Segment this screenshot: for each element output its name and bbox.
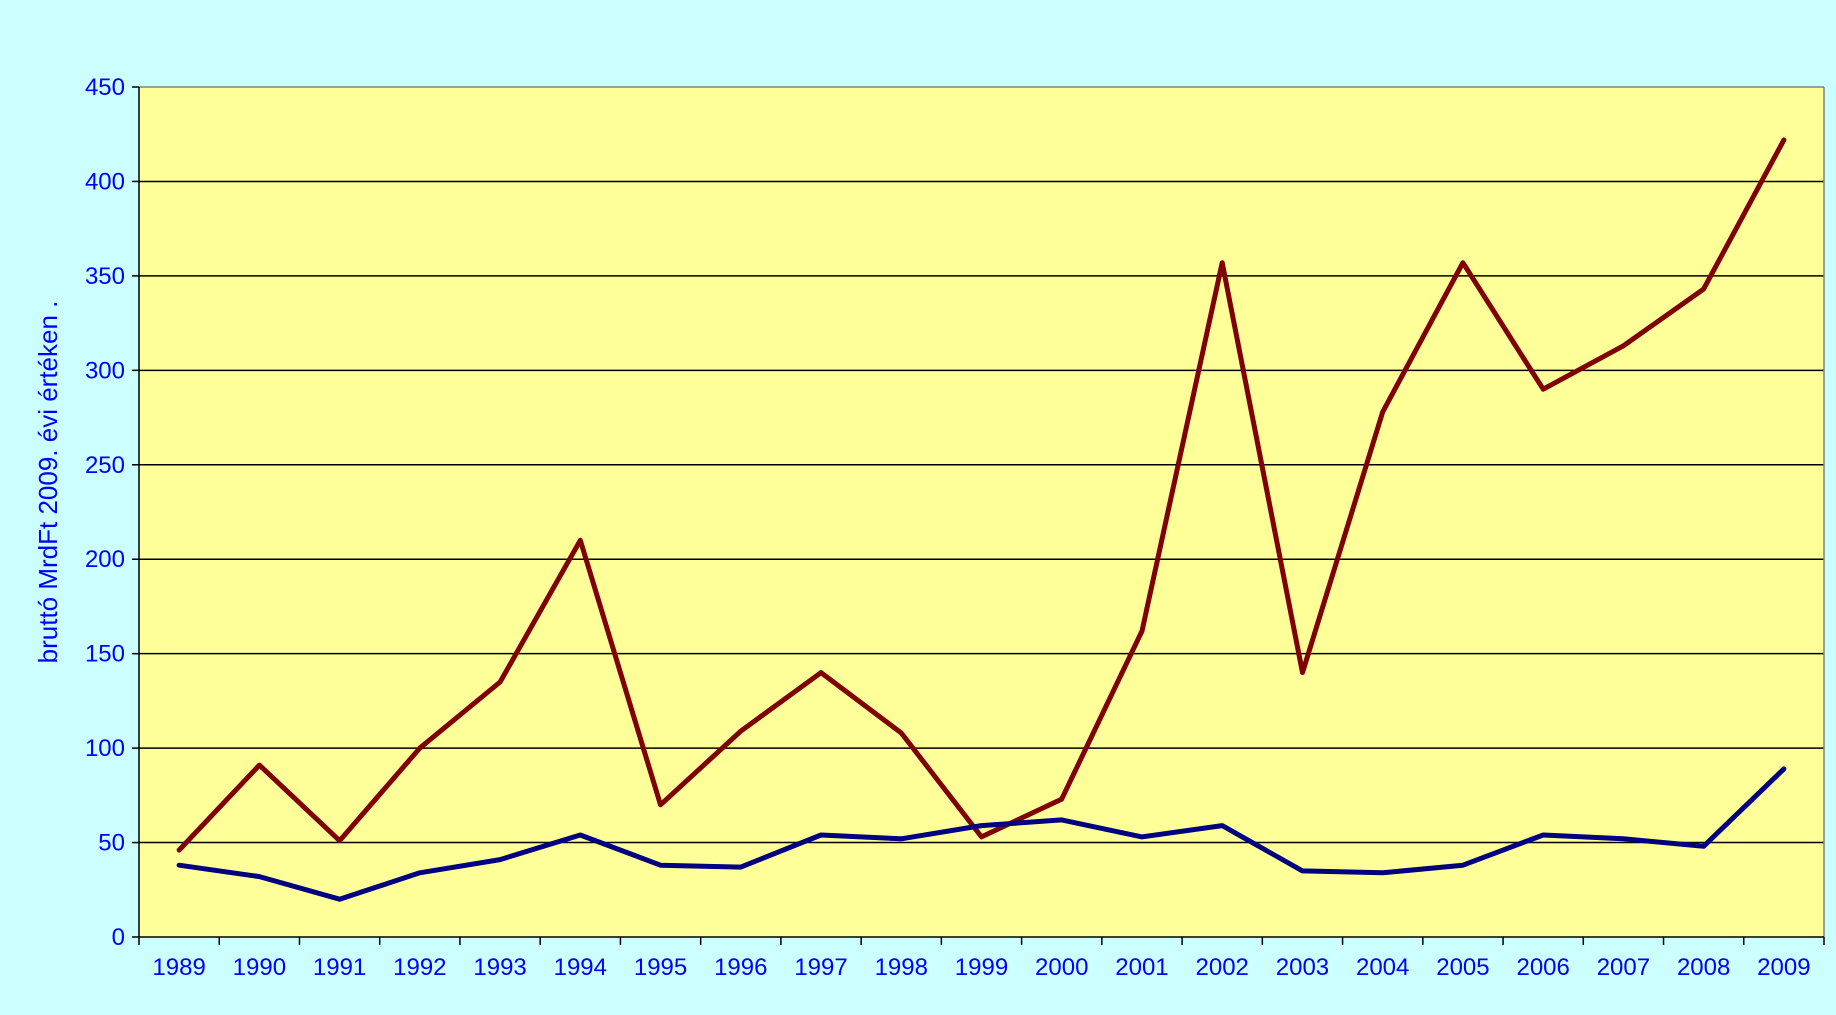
- y-tick-label: 200: [85, 546, 125, 573]
- x-tick-label: 1989: [152, 954, 205, 981]
- y-tick-label: 150: [85, 641, 125, 668]
- y-tick-label: 50: [98, 830, 125, 857]
- x-tick-label: 1995: [634, 954, 687, 981]
- y-tick-label: 350: [85, 263, 125, 290]
- series-lines: [176, 137, 1787, 902]
- x-tick-label: 2003: [1276, 954, 1329, 981]
- x-tick-label: 2001: [1115, 954, 1168, 981]
- series-line-1: [176, 137, 1787, 853]
- x-tick-label: 2008: [1677, 954, 1730, 981]
- x-tick-label: 2007: [1597, 954, 1650, 981]
- x-tick-label: 1990: [233, 954, 286, 981]
- x-tick-label: 1999: [955, 954, 1008, 981]
- x-tick-label: 2000: [1035, 954, 1088, 981]
- y-tick-label: 250: [85, 452, 125, 479]
- axes: [132, 86, 1825, 945]
- x-tick-label: 1996: [714, 954, 767, 981]
- x-tick-label: 2006: [1516, 954, 1569, 981]
- x-tick-label: 2009: [1757, 954, 1810, 981]
- x-tick-label: 1991: [313, 954, 366, 981]
- x-tick-label: 1993: [473, 954, 526, 981]
- x-tick-label: 1994: [554, 954, 607, 981]
- x-tick-label: 1998: [875, 954, 928, 981]
- tick-labels: 0 50 100 150 200 250 300 350 400 450 1989 1990 1991 1…: [85, 74, 1811, 981]
- plot-area: [139, 87, 1824, 937]
- x-tick-label: 1992: [393, 954, 446, 981]
- y-tick-label: 300: [85, 357, 125, 384]
- y-tick-label: 450: [85, 74, 125, 101]
- series-line-2: [176, 766, 1787, 902]
- y-tick-label: 400: [85, 168, 125, 195]
- x-tick-label: 2004: [1356, 954, 1409, 981]
- y-tick-label: 0: [112, 924, 125, 951]
- x-tick-label: 2005: [1436, 954, 1489, 981]
- x-tick-label: 2002: [1196, 954, 1249, 981]
- y-tick-label: 100: [85, 735, 125, 762]
- x-tick-label: 1997: [794, 954, 847, 981]
- y-axis-title: bruttó MrdFt 2009. évi értéken .: [33, 301, 63, 664]
